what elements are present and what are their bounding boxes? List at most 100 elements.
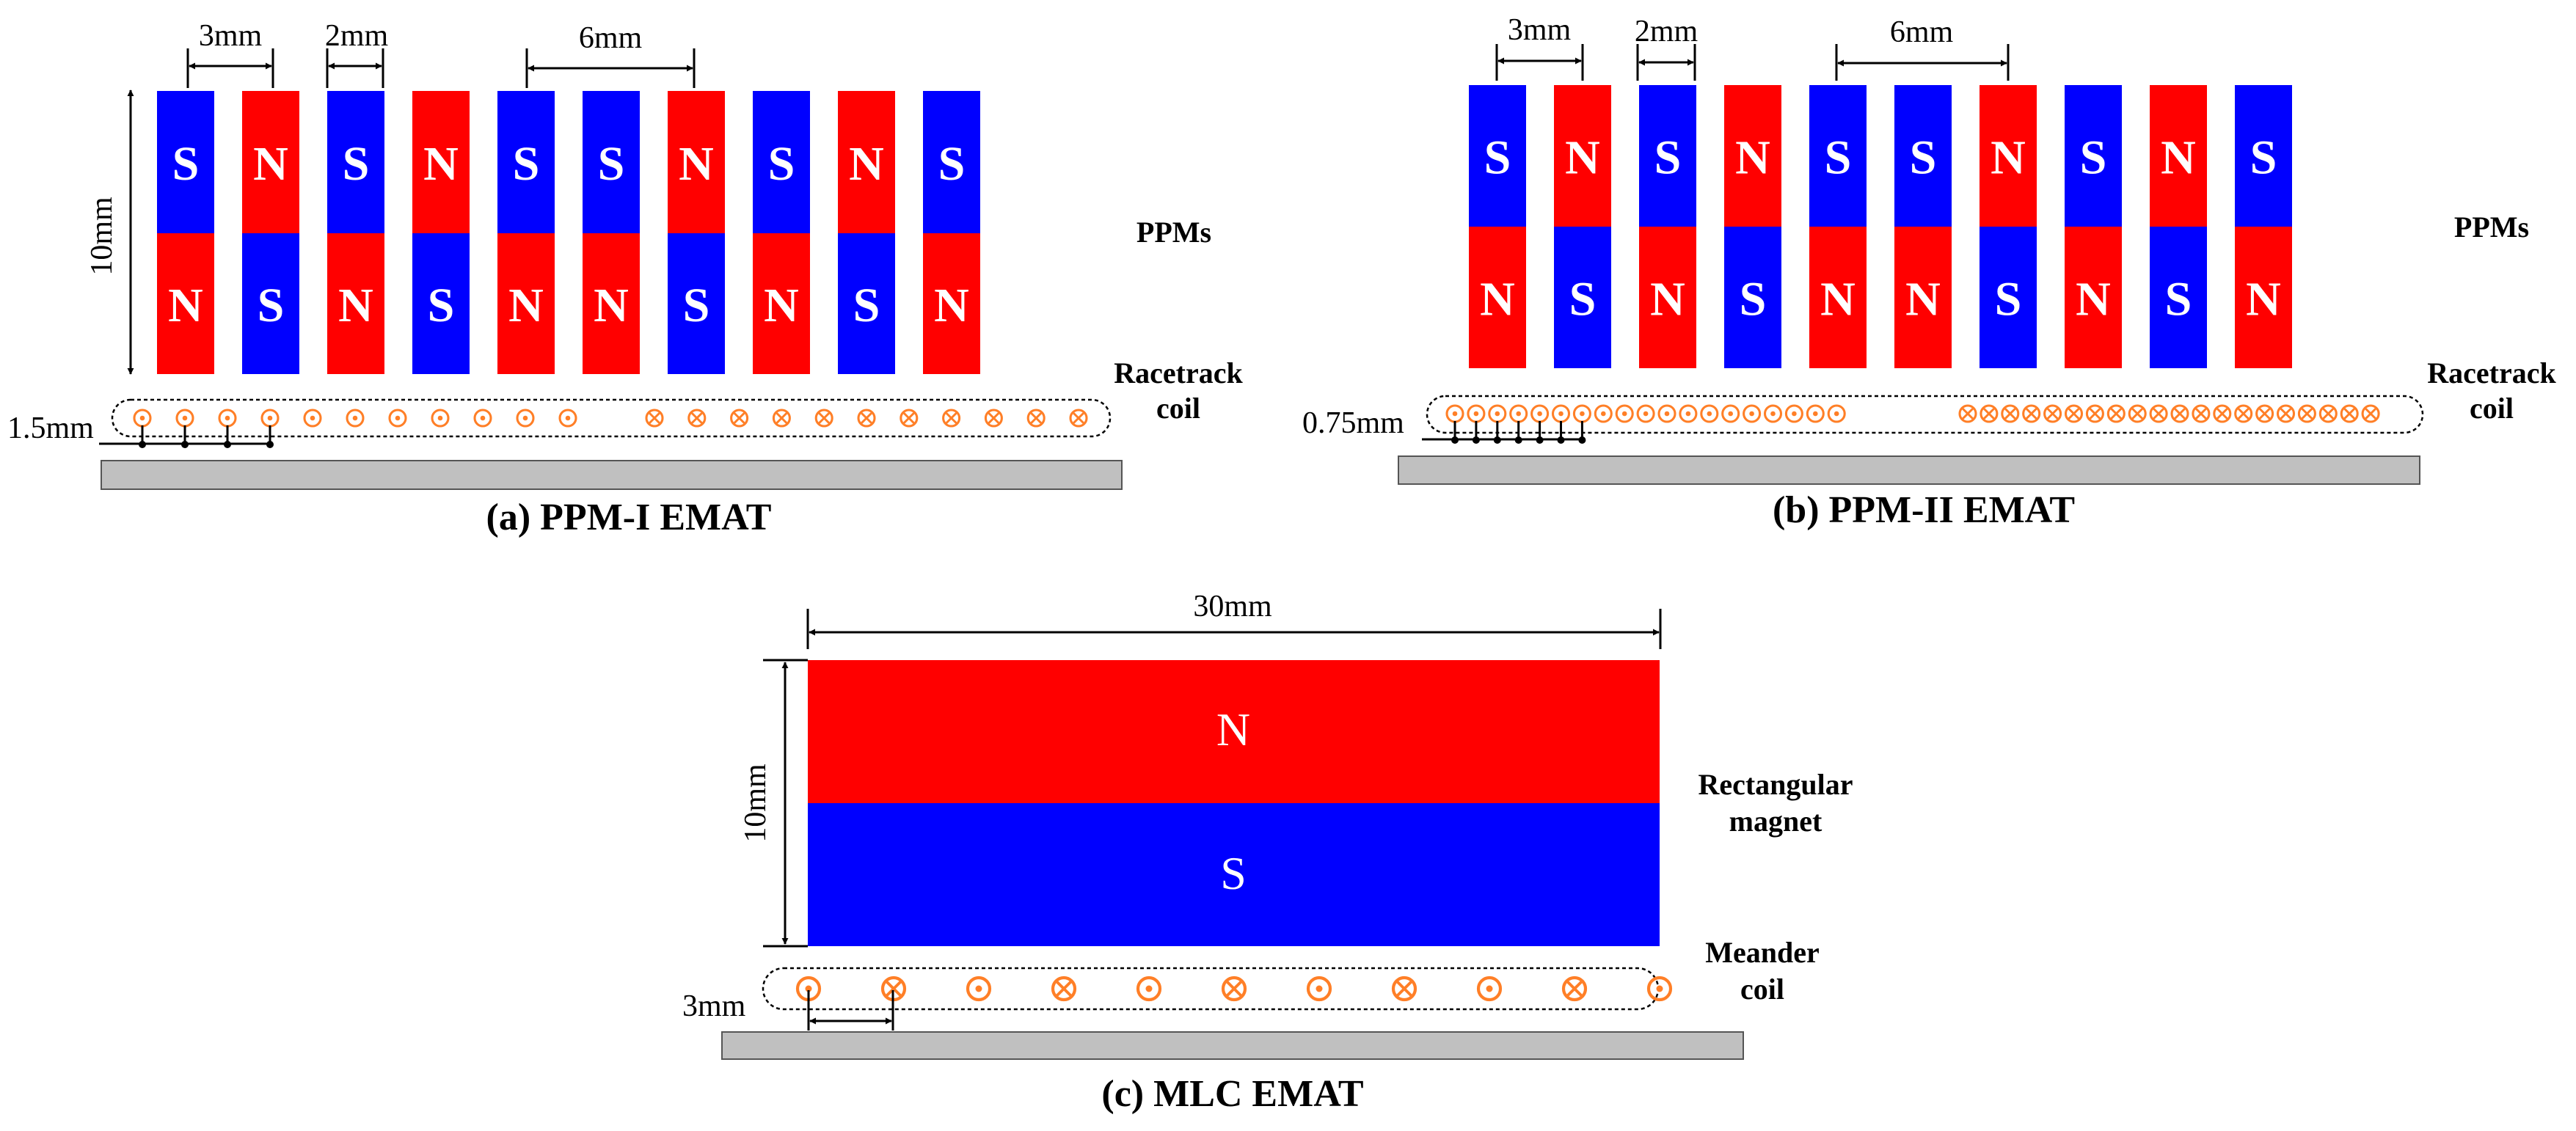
panel-a-magnet-8-top [753, 91, 810, 233]
panel-b-wire-cross-2 [1980, 404, 1999, 423]
panel-a-magnet-7-bottom-pole-label: S [683, 279, 710, 332]
panel-c-magnet-label-line2: magnet [1729, 805, 1822, 838]
panel-b-coil-label-line1: Racetrack [2427, 356, 2556, 389]
panel-b-wire-dot-3 [1488, 404, 1507, 423]
panel-b-magnet-8-bottom-pole-label: N [2076, 273, 2111, 326]
panel-a-wire-dot-8 [431, 409, 450, 428]
panel-a-wire-dot-7 [388, 409, 407, 428]
panel-c-magnet-label-line1: Rectangular [1698, 768, 1853, 801]
panel-b-wire-dot-16 [1763, 404, 1783, 423]
panel-c-width-dim-label: 30mm [1193, 590, 1272, 623]
panel-a-dimensions: 10mm 3mm 2mm 6mm [85, 19, 696, 375]
panel-b-magnet-1-bottom-pole-label: N [1480, 273, 1515, 326]
panel-b-magnet-9-bottom [2150, 227, 2207, 368]
panel-b-wire-cross-4 [2022, 404, 2041, 423]
panel-b-wire-dot-12 [1679, 404, 1698, 423]
panel-a-magnet-4-top-pole-label: N [423, 137, 459, 191]
panel-c-wire-cross-4 [1051, 976, 1077, 1002]
panel-b-wire-dot-17 [1784, 404, 1803, 423]
panel-b-wire-cross-3 [2001, 404, 2020, 423]
panel-b-magnet-6-top-pole-label: S [1910, 131, 1937, 185]
panel-b-wire-cross-12 [2192, 404, 2211, 423]
panel-a-magnet-2-bottom-pole-label: S [258, 279, 285, 332]
panel-b-caption: (b) PPM-II EMAT [1773, 489, 2075, 531]
panel-b-wire-dot-11 [1657, 404, 1676, 423]
panel-a-coil-label-line2: coil [1156, 392, 1200, 425]
panel-b-racetrack-coil-outline [1426, 395, 2424, 434]
panel-a-magnet-1-top-pole-label: S [172, 137, 200, 191]
panel-b-dimensions: 3mm 2mm 6mm [1495, 13, 2010, 81]
panel-b-magnet-7-top [1980, 85, 2037, 227]
panel-c-coil-label-line1: Meander [1705, 936, 1820, 969]
panel-a-magnet-10-top-pole-label: S [938, 137, 966, 191]
panel-c-wire-dot-3 [966, 976, 992, 1002]
panel-b-wire-cross-9 [2128, 404, 2147, 423]
panel-b-magnet-4-top-pole-label: N [1735, 131, 1770, 185]
panel-a-wire-cross-2 [687, 409, 707, 428]
panel-c-wire-dot-7 [1306, 976, 1332, 1002]
panel-c-magnet-south-half [808, 803, 1660, 946]
panel-a-magnet-9-top [838, 91, 895, 233]
panel-a-wire-dot-4 [260, 409, 280, 428]
panel-b-wire-dot-2 [1467, 404, 1486, 423]
panel-b-ppms-label: PPMs [2454, 211, 2529, 244]
panel-b-magnet-2-bottom [1554, 227, 1611, 368]
panel-b-wire-cross-7 [2085, 404, 2104, 423]
panel-c-meander-coil-outline [762, 967, 1660, 1011]
panel-b-wire-cross-19 [2340, 404, 2359, 423]
panel-b-wire-dot-8 [1594, 404, 1613, 423]
panel-a-magnet-5-top [497, 91, 555, 233]
panel-a-wire-dot-3 [218, 409, 237, 428]
panel-b-magnet-10-top-pole-label: S [2250, 131, 2277, 185]
panel-b-wire-cross-8 [2106, 404, 2126, 423]
panel-a-magnet-3-top [327, 91, 384, 233]
panel-b-wire-cross-1 [1958, 404, 1977, 423]
panel-a-wire-cross-1 [645, 409, 664, 428]
panel-b-magnet-7-bottom-pole-label: S [1995, 273, 2022, 326]
panel-a-magnet-3-bottom-pole-label: N [338, 279, 373, 332]
panel-b-coil-wires [1445, 404, 2380, 423]
panel-a-magnet-4-bottom [412, 233, 470, 374]
panel-b-gap-dim-label: 2mm [1635, 15, 1699, 48]
panel-b-wire-dot-7 [1572, 404, 1591, 423]
panel-a-wire-pitch-label: 1.5mm [7, 411, 94, 445]
panel-a-magnet-2-top-pole-label: N [253, 137, 288, 191]
panel-b-wire-dot-10 [1636, 404, 1655, 423]
panel-b-magnet-6-bottom [1894, 227, 1952, 368]
panel-a-magnet-6-top [583, 91, 640, 233]
panel-a-magnet-3-top-pole-label: S [343, 137, 370, 191]
panel-b-magnet-7-top-pole-label: N [1991, 131, 2026, 185]
panel-a-coil-label-line1: Racetrack [1114, 356, 1243, 389]
panel-a-height-dim-label: 10mm [85, 197, 119, 276]
panel-b-magnet-10-bottom-pole-label: N [2246, 273, 2281, 326]
panel-b-wire-cross-18 [2318, 404, 2338, 423]
panel-b-magnet-7-bottom [1980, 227, 2037, 368]
panel-b-magnet-9-top [2150, 85, 2207, 227]
panel-c-pole-south-label: S [1220, 847, 1247, 899]
panel-b-magnet-8-top [2065, 85, 2122, 227]
panel-b-magnet-8-top-pole-label: S [2080, 131, 2107, 185]
panel-b-magnet-9-bottom-pole-label: S [2165, 273, 2192, 326]
panel-a-caption: (a) PPM-I EMAT [486, 497, 772, 538]
panel-a-wire-cross-9 [984, 409, 1003, 428]
panel-c-wire-dot-11 [1646, 976, 1673, 1002]
panel-b-wire-cross-13 [2213, 404, 2232, 423]
panel-a-magnet-1-bottom [157, 233, 214, 374]
panel-a-magnet-4-bottom-pole-label: S [428, 279, 455, 332]
panel-a-magnet-9-top-pole-label: N [849, 137, 884, 191]
panel-a-wire-dot-1 [133, 409, 152, 428]
panel-a-magnet-7-top [668, 91, 725, 233]
panel-b-magnet-6-top [1894, 85, 1952, 227]
panel-b-test-plate [1398, 455, 2420, 485]
panel-a-magnet-10-top [923, 91, 980, 233]
panel-a-wire-dot-10 [516, 409, 535, 428]
panel-c-wire-cross-8 [1391, 976, 1417, 1002]
panel-b-magnet-2-top-pole-label: N [1565, 131, 1600, 185]
panel-b-wire-dot-15 [1743, 404, 1762, 423]
panel-b-magnet-3-bottom [1639, 227, 1696, 368]
panel-b-magnet-2-top [1554, 85, 1611, 227]
panel-c-wire-cross-6 [1221, 976, 1247, 1002]
panel-b-wire-cross-14 [2234, 404, 2253, 423]
